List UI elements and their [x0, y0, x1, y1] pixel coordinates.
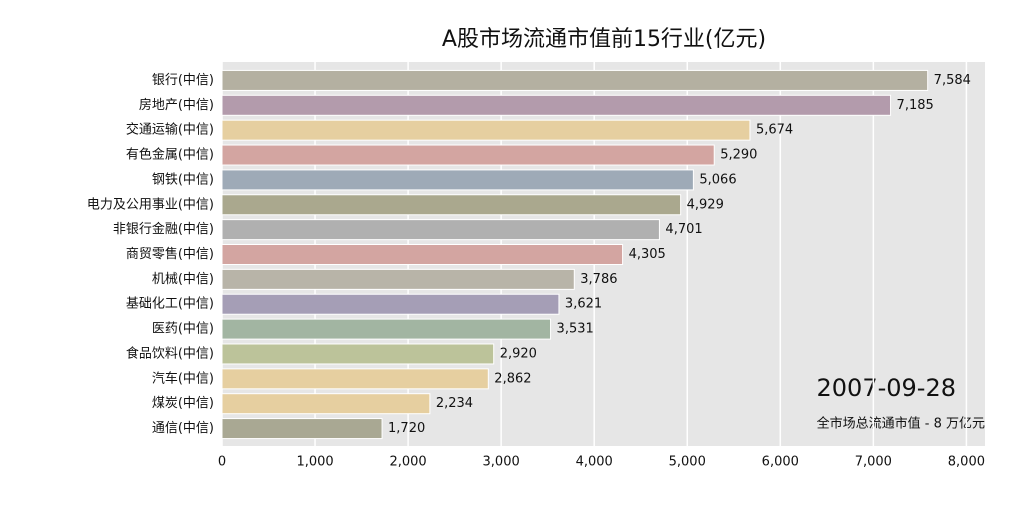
x-tick-label: 1,000 [296, 455, 333, 470]
value-label: 2,234 [436, 396, 473, 411]
bar [221, 194, 682, 216]
x-tick-label: 6,000 [762, 455, 799, 470]
y-tick-label: 钢铁(中信) [152, 172, 214, 187]
y-tick-label: 商贸零售(中信) [126, 246, 214, 262]
bar [221, 69, 929, 91]
y-tick-label: 食品饮料(中信) [126, 345, 214, 361]
bar [221, 368, 489, 390]
x-tick-label: 5,000 [669, 455, 706, 470]
bar [221, 219, 660, 241]
x-tick-label: 2,000 [389, 455, 426, 470]
date-label: 2007-09-28 [817, 374, 956, 402]
value-label: 5,674 [756, 123, 793, 138]
y-tick-label: 交通运输(中信) [126, 122, 214, 138]
value-label: 7,185 [897, 98, 934, 113]
y-tick-label: 基础化工(中信) [126, 297, 214, 312]
value-label: 7,584 [934, 73, 971, 88]
bar [221, 293, 560, 315]
y-tick-label: 房地产(中信) [139, 97, 214, 113]
bar [221, 343, 495, 365]
y-tick-label: 机械(中信) [152, 272, 214, 287]
x-tick-label: 4,000 [576, 455, 613, 470]
value-label: 4,701 [665, 222, 702, 237]
value-label: 2,920 [500, 346, 537, 361]
bar [221, 268, 575, 290]
bar [221, 393, 431, 415]
x-tick-label: 8,000 [948, 455, 985, 470]
y-tick-label: 汽车(中信) [152, 370, 214, 386]
value-label: 4,929 [687, 197, 724, 212]
value-label: 5,290 [720, 148, 757, 163]
x-tick-label: 3,000 [483, 455, 520, 470]
bar [221, 244, 624, 265]
y-tick-label: 银行(中信) [152, 73, 214, 88]
y-tick-label: 通信(中信) [152, 421, 214, 436]
bar [221, 418, 383, 440]
bar [221, 318, 552, 340]
value-label: 2,862 [494, 371, 531, 386]
bar [221, 119, 751, 141]
y-tick-label: 有色金属(中信) [126, 147, 214, 163]
y-tick-label: 非银行金融(中信) [113, 221, 214, 237]
value-label: 1,720 [388, 421, 425, 436]
y-tick-label: 医药(中信) [152, 322, 214, 337]
bar [221, 169, 694, 191]
total-label: 全市场总流通市值 - 8 万亿元 [817, 416, 985, 432]
bar [221, 144, 715, 166]
x-tick-label: 0 [218, 455, 226, 470]
value-label: 3,786 [580, 272, 617, 287]
bar [221, 94, 892, 116]
y-tick-label: 电力及公用事业(中信) [87, 197, 214, 212]
value-label: 3,531 [557, 322, 594, 337]
value-label: 5,066 [699, 172, 736, 187]
x-tick-label: 7,000 [855, 455, 892, 470]
value-label: 4,305 [629, 247, 666, 262]
chart-title: A股市场流通市值前15行业(亿元) [442, 27, 766, 52]
y-tick-label: 煤炭(中信) [152, 396, 214, 411]
value-label: 3,621 [565, 297, 602, 312]
